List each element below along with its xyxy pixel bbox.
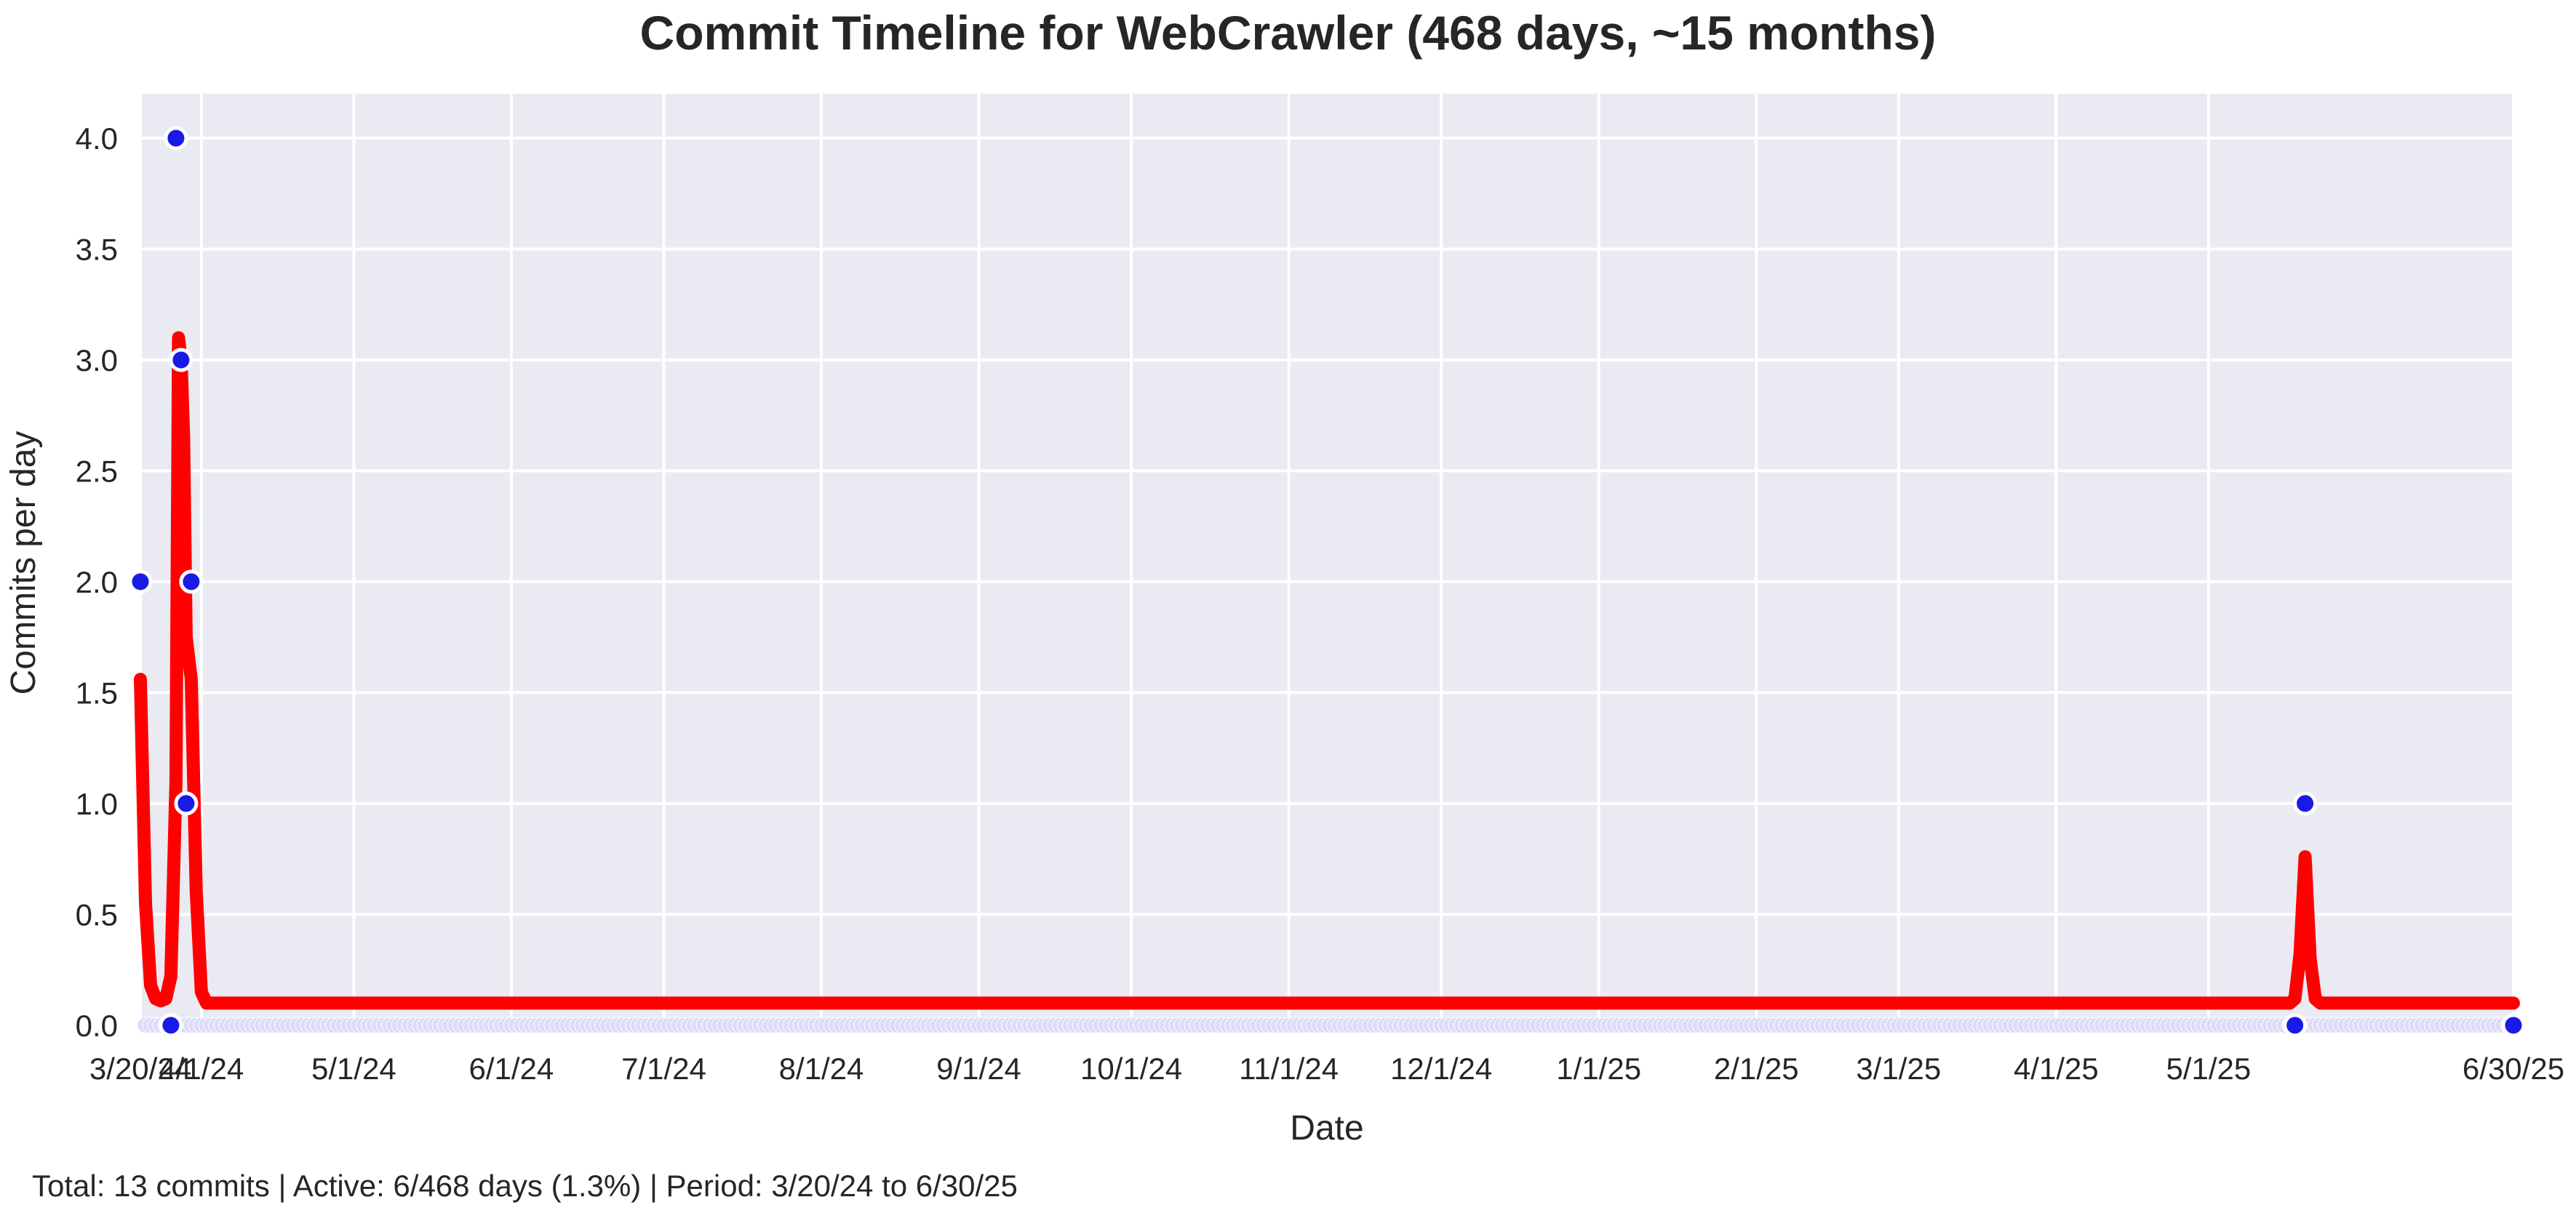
y-tick-labels: 0.0 0.5 1.0 1.5 2.0 2.5 3.0 3.5 4.0 <box>76 121 118 1043</box>
zero-day-point <box>2501 1013 2526 1038</box>
x-tick-label: 7/1/24 <box>621 1052 706 1086</box>
active-day-point <box>164 126 188 151</box>
active-day-point <box>179 569 204 594</box>
x-tick-label: 3/20/24 <box>89 1052 191 1086</box>
y-tick-label: 3.0 <box>76 343 118 377</box>
x-tick-label: 6/1/24 <box>469 1052 554 1086</box>
y-tick-label: 2.5 <box>76 454 118 488</box>
x-tick-label: 4/1/24 <box>159 1052 244 1086</box>
x-tick-label: 8/1/24 <box>779 1052 864 1086</box>
y-tick-label: 3.5 <box>76 232 118 266</box>
x-tick-label: 6/30/25 <box>2463 1052 2564 1086</box>
x-tick-label: 1/1/25 <box>1556 1052 1641 1086</box>
x-tick-label: 3/1/25 <box>1856 1052 1941 1086</box>
commit-trend-line <box>134 331 2520 1010</box>
active-day-point <box>169 348 194 372</box>
y-tick-label: 0.0 <box>76 1009 118 1043</box>
x-tick-label: 12/1/24 <box>1390 1052 1492 1086</box>
y-tick-label: 1.0 <box>76 787 118 821</box>
x-tick-label: 4/1/25 <box>2014 1052 2099 1086</box>
y-tick-label: 0.5 <box>76 897 118 932</box>
y-tick-label: 2.0 <box>76 565 118 599</box>
x-axis-label: Date <box>1290 1109 1363 1148</box>
summary-caption: Total: 13 commits | Active: 6/468 days (… <box>32 1169 1018 1203</box>
y-tick-label: 4.0 <box>76 121 118 156</box>
zero-day-point <box>2283 1013 2308 1038</box>
plot-background <box>140 94 2513 1032</box>
x-tick-label: 9/1/24 <box>936 1052 1021 1086</box>
active-day-point <box>128 569 153 594</box>
x-tick-label: 11/1/24 <box>1239 1052 1339 1086</box>
x-tick-label: 10/1/24 <box>1080 1052 1182 1086</box>
x-tick-label: 5/1/24 <box>311 1052 396 1086</box>
x-tick-label: 5/1/25 <box>2166 1052 2252 1086</box>
y-tick-label: 1.5 <box>76 676 118 710</box>
chart-title: Commit Timeline for WebCrawler (468 days… <box>639 6 1937 60</box>
active-day-point <box>2293 791 2318 816</box>
zero-day-point <box>159 1013 183 1038</box>
zero-markers-run <box>137 1017 2522 1034</box>
x-tick-labels: 3/20/244/1/24 5/1/24 6/1/24 7/1/24 8/1/24 9/1… <box>89 1052 2564 1086</box>
active-day-point <box>174 791 199 816</box>
commit-points <box>128 126 2526 1038</box>
x-tick-label: 2/1/25 <box>1714 1052 1799 1086</box>
y-axis-label: Commits per day <box>4 431 43 695</box>
